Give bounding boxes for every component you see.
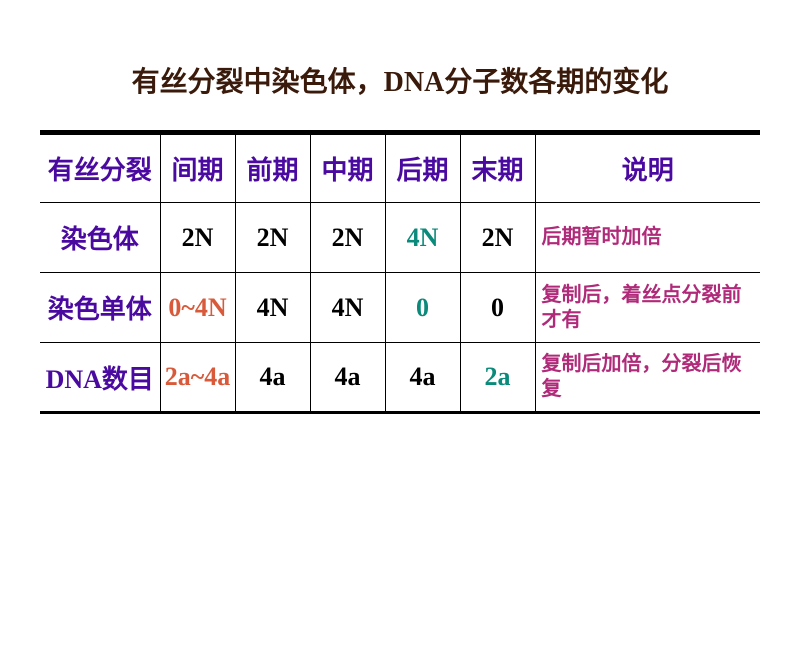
data-cell: 4a <box>235 343 310 413</box>
data-cell: 4N <box>385 203 460 273</box>
col-header: 末期 <box>460 133 535 203</box>
row-label: 染色体 <box>40 203 160 273</box>
col-header: 有丝分裂 <box>40 133 160 203</box>
row-description: 复制后，着丝点分裂前才有 <box>535 273 760 343</box>
data-cell: 2N <box>160 203 235 273</box>
mitosis-table: 有丝分裂 间期 前期 中期 后期 末期 说明 染色体2N2N2N4N2N后期暂时… <box>40 130 760 414</box>
data-cell: 2a <box>460 343 535 413</box>
data-cell: 0~4N <box>160 273 235 343</box>
col-header: 前期 <box>235 133 310 203</box>
data-cell: 2a~4a <box>160 343 235 413</box>
data-cell: 4a <box>385 343 460 413</box>
page-title: 有丝分裂中染色体，DNA分子数各期的变化 <box>0 60 800 100</box>
data-cell: 0 <box>385 273 460 343</box>
col-header: 中期 <box>310 133 385 203</box>
table-header-row: 有丝分裂 间期 前期 中期 后期 末期 说明 <box>40 133 760 203</box>
data-cell: 4N <box>310 273 385 343</box>
data-cell: 0 <box>460 273 535 343</box>
col-header: 间期 <box>160 133 235 203</box>
data-cell: 2N <box>235 203 310 273</box>
table-row: 染色体2N2N2N4N2N后期暂时加倍 <box>40 203 760 273</box>
col-header: 后期 <box>385 133 460 203</box>
table-row: 染色单体0~4N4N4N00复制后，着丝点分裂前才有 <box>40 273 760 343</box>
table-body: 染色体2N2N2N4N2N后期暂时加倍染色单体0~4N4N4N00复制后，着丝点… <box>40 203 760 413</box>
row-description: 复制后加倍，分裂后恢复 <box>535 343 760 413</box>
data-cell: 2N <box>460 203 535 273</box>
data-cell: 2N <box>310 203 385 273</box>
table-row: DNA数目2a~4a4a4a4a2a复制后加倍，分裂后恢复 <box>40 343 760 413</box>
data-cell: 4N <box>235 273 310 343</box>
row-label: 染色单体 <box>40 273 160 343</box>
col-header: 说明 <box>535 133 760 203</box>
row-label: DNA数目 <box>40 343 160 413</box>
data-cell: 4a <box>310 343 385 413</box>
row-description: 后期暂时加倍 <box>535 203 760 273</box>
